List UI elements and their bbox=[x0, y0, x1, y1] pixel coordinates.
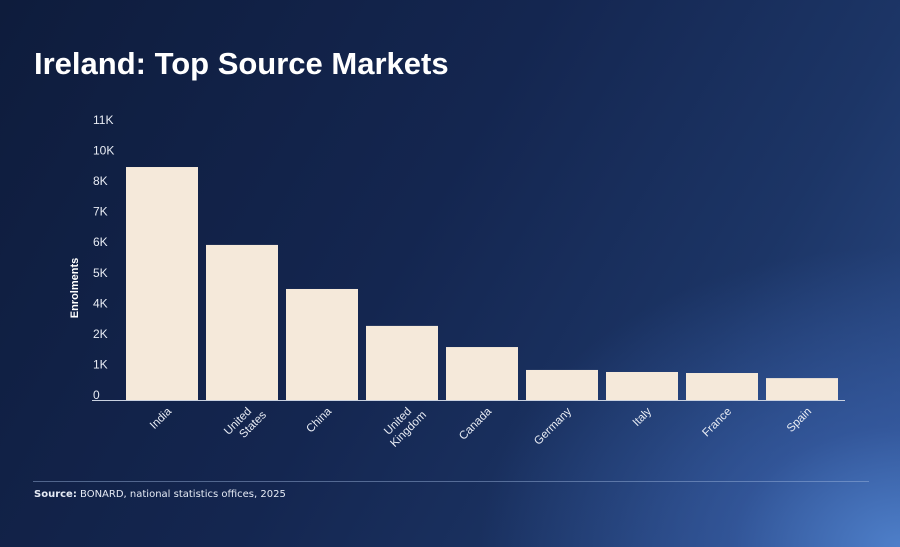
bar bbox=[686, 373, 758, 400]
x-tick-label: Spain bbox=[785, 406, 814, 435]
y-tick-label: 10K bbox=[93, 144, 114, 158]
divider bbox=[33, 481, 869, 482]
source-text: BONARD, national statistics offices, 202… bbox=[76, 489, 286, 500]
bar-chart: 0 1K 2K 4K 5K 6K 7K 8K 10K 11K Enrolments India Unit… bbox=[69, 113, 845, 450]
bar bbox=[526, 369, 598, 400]
x-tick-label: Italy bbox=[631, 405, 655, 429]
bar bbox=[606, 371, 678, 400]
x-tick-label: UnitedKingdom bbox=[379, 400, 429, 450]
x-tick-label: Canada bbox=[457, 405, 494, 442]
y-tick-label: 11K bbox=[93, 113, 113, 127]
x-tick-label: France bbox=[700, 406, 734, 440]
bar bbox=[446, 347, 518, 400]
x-tick-label: UnitedStates bbox=[222, 400, 269, 447]
y-tick-label: 2K bbox=[93, 327, 108, 341]
y-axis-label: Enrolments bbox=[69, 258, 81, 319]
bar bbox=[206, 244, 278, 400]
source-label: Source: bbox=[34, 489, 77, 500]
bar bbox=[286, 288, 358, 400]
y-tick-label: 8K bbox=[93, 174, 108, 188]
bar bbox=[126, 167, 198, 400]
y-tick-label: 7K bbox=[93, 205, 108, 219]
chart-title: Ireland: Top Source Markets bbox=[34, 46, 449, 81]
source-note: Source: BONARD, national statistics offi… bbox=[34, 489, 286, 500]
x-tick-label: China bbox=[304, 405, 334, 435]
x-tick-label: India bbox=[148, 405, 175, 432]
bar bbox=[766, 378, 838, 400]
bar bbox=[366, 325, 438, 400]
y-tick-label: 6K bbox=[93, 235, 108, 249]
y-tick-label: 5K bbox=[93, 266, 108, 280]
x-tick-label: Germany bbox=[532, 405, 574, 447]
y-tick-label: 0 bbox=[93, 388, 100, 402]
y-tick-label: 4K bbox=[93, 296, 108, 310]
y-tick-label: 1K bbox=[93, 357, 108, 371]
